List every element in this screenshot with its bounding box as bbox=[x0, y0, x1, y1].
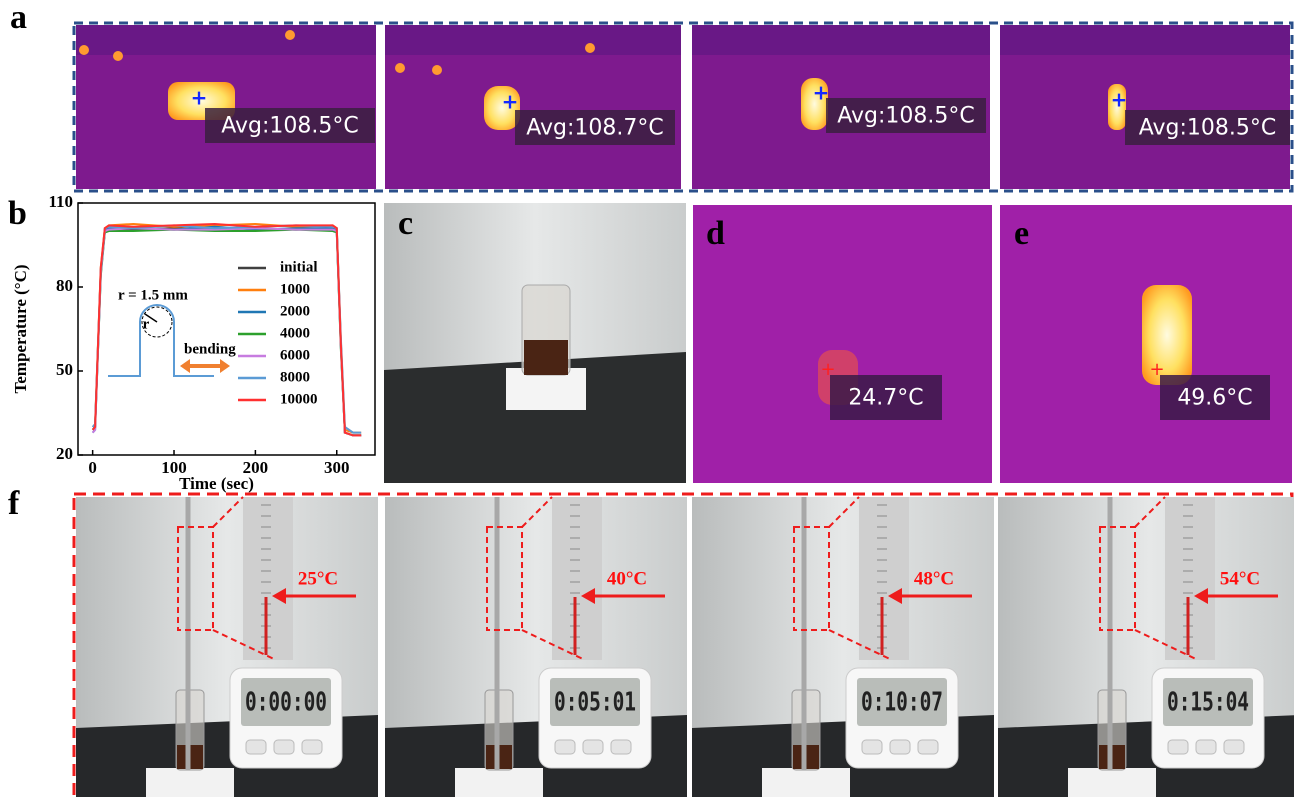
timer-button bbox=[274, 740, 294, 754]
warm-spot bbox=[285, 30, 295, 40]
x-tick-label: 0 bbox=[88, 458, 97, 477]
zoom-inset bbox=[1165, 497, 1215, 660]
warm-spot bbox=[585, 43, 595, 53]
figure: +Avg:108.5°C+Avg:108.7°C+Avg:108.5°C+Avg… bbox=[0, 0, 1294, 797]
thermal-reading: Avg:108.5°C bbox=[1139, 116, 1277, 141]
thermal-reading: Avg:108.5°C bbox=[221, 114, 359, 139]
timer-reading: 0:05:01 bbox=[554, 688, 636, 718]
thermal-image bbox=[693, 205, 992, 483]
panel-label: e bbox=[1014, 215, 1029, 252]
timer-button bbox=[246, 740, 266, 754]
x-axis-label: Time (sec) bbox=[179, 474, 254, 493]
thermal-haze bbox=[1000, 25, 1290, 55]
thermometer-reading: 54°C bbox=[1220, 568, 1260, 589]
foam-base bbox=[455, 768, 543, 797]
thermal-haze bbox=[385, 25, 681, 55]
crosshair: + bbox=[502, 90, 519, 114]
legend-label: initial bbox=[280, 259, 318, 275]
timer-button bbox=[1224, 740, 1244, 754]
thermal-reading: 24.7°C bbox=[848, 386, 923, 411]
legend-label: 1000 bbox=[280, 281, 310, 297]
thermal-reading: Avg:108.5°C bbox=[837, 104, 975, 129]
timer-button bbox=[918, 740, 938, 754]
crosshair: + bbox=[1111, 88, 1128, 112]
warm-spot bbox=[432, 65, 442, 75]
foam-base bbox=[762, 768, 850, 797]
annotation: r = 1.5 mm bbox=[118, 287, 188, 303]
y-tick-label: 80 bbox=[56, 276, 73, 295]
thermometer-reading: 25°C bbox=[298, 568, 338, 589]
annotation: r bbox=[143, 316, 150, 332]
thermal-reading: 49.6°C bbox=[1177, 386, 1252, 411]
y-tick-label: 50 bbox=[56, 360, 73, 379]
zoom-inset bbox=[243, 497, 293, 660]
panel-label: c bbox=[398, 205, 413, 242]
panel-label: a bbox=[10, 0, 27, 36]
y-tick-label: 110 bbox=[48, 192, 73, 211]
legend-label: 10000 bbox=[280, 391, 318, 407]
timer-reading: 0:00:00 bbox=[245, 688, 327, 718]
plot-area bbox=[78, 203, 375, 455]
zoom-inset bbox=[552, 497, 602, 660]
warm-spot bbox=[79, 45, 89, 55]
legend-label: 4000 bbox=[280, 325, 310, 341]
warm-spot bbox=[395, 63, 405, 73]
annotation: bending bbox=[184, 341, 236, 357]
y-tick-label: 20 bbox=[56, 444, 73, 463]
thermal-haze bbox=[76, 25, 376, 55]
timer-button bbox=[862, 740, 882, 754]
thermometer-reading: 48°C bbox=[914, 568, 954, 589]
timer-button bbox=[1168, 740, 1188, 754]
timer-reading: 0:15:04 bbox=[1167, 688, 1249, 718]
legend-label: 8000 bbox=[280, 369, 310, 385]
legend-label: 6000 bbox=[280, 347, 310, 363]
warm-spot bbox=[113, 51, 123, 61]
timer-button bbox=[611, 740, 631, 754]
timer-button bbox=[555, 740, 575, 754]
panel-label: f bbox=[8, 485, 20, 522]
timer-button bbox=[302, 740, 322, 754]
crosshair: + bbox=[191, 86, 208, 110]
zoom-inset bbox=[859, 497, 909, 660]
thermometer-reading: 40°C bbox=[607, 568, 647, 589]
foam-base bbox=[1068, 768, 1156, 797]
foam-base bbox=[146, 768, 234, 797]
thermal-haze bbox=[692, 25, 990, 55]
timer-button bbox=[1196, 740, 1216, 754]
legend-label: 2000 bbox=[280, 303, 310, 319]
panel-label: b bbox=[8, 195, 27, 232]
timer-reading: 0:10:07 bbox=[861, 688, 943, 718]
thermal-reading: Avg:108.7°C bbox=[526, 116, 664, 141]
timer-button bbox=[583, 740, 603, 754]
y-axis-label: Temperature (°C) bbox=[11, 264, 30, 393]
timer-button bbox=[890, 740, 910, 754]
photo-c bbox=[384, 203, 686, 483]
x-tick-label: 300 bbox=[324, 458, 350, 477]
panel-label: d bbox=[706, 215, 725, 252]
